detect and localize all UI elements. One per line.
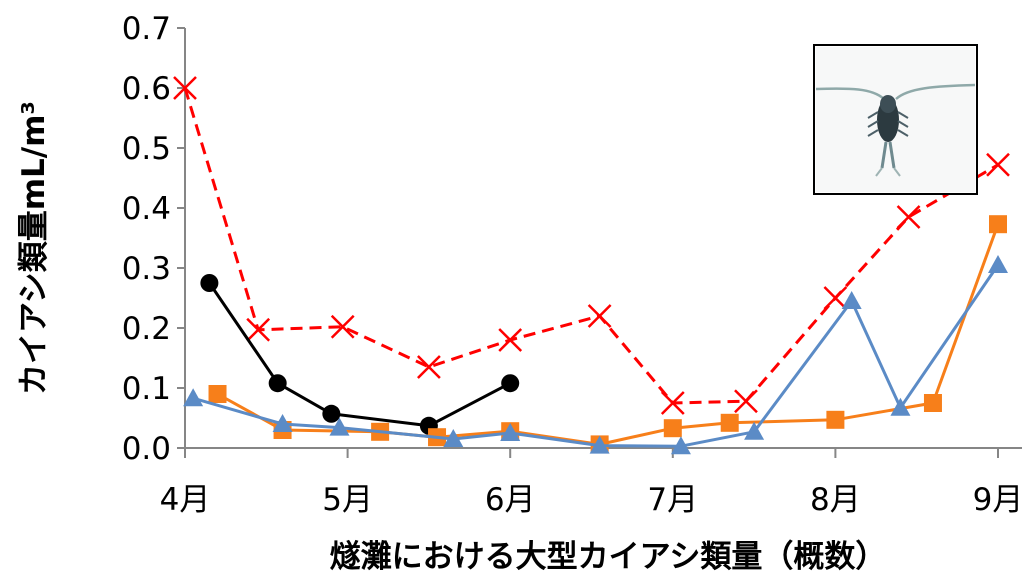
- data-point-x: [498, 328, 523, 352]
- left-antenna: [815, 87, 885, 100]
- x-tick-label: 7月: [647, 482, 698, 518]
- x-tick-label: 6月: [485, 482, 536, 518]
- x-tick-label: 9月: [973, 482, 1024, 518]
- axes: 0.0 0.1 0.2 0.3 0.4 0.5 0.6 0.7 4月 5月 6月 7月 8月 9月: [122, 11, 1024, 518]
- y-tick-label: 0.0: [122, 431, 171, 467]
- copepod-leg: [867, 129, 879, 137]
- series-layer: [173, 76, 1010, 455]
- copepod-head: [880, 95, 896, 113]
- data-point-x: [587, 304, 612, 328]
- data-point-triangle: [744, 421, 765, 440]
- data-point-x: [330, 314, 355, 339]
- copepod-leg: [897, 120, 909, 128]
- data-point-triangle: [670, 436, 691, 455]
- copepod-leg: [897, 129, 909, 137]
- data-point-triangle: [589, 435, 610, 454]
- series-x: [173, 76, 1010, 415]
- series-circle: [200, 274, 520, 435]
- y-axis-title: カイアシ類量mL/m³: [16, 101, 52, 395]
- data-point-x: [246, 317, 271, 342]
- x-axis-title: 燧灘における大型カイアシ類量（概数）: [330, 539, 887, 575]
- x-tick-label: 5月: [322, 482, 373, 518]
- data-point-triangle: [988, 255, 1008, 273]
- series-line: [208, 282, 511, 428]
- data-point-square: [923, 394, 942, 412]
- data-point-triangle: [890, 397, 911, 416]
- data-point-square: [826, 410, 845, 429]
- data-point-x: [986, 152, 1010, 177]
- y-tick-label: 0.4: [122, 191, 171, 227]
- data-point-triangle: [500, 423, 521, 441]
- y-tick-label: 0.6: [122, 71, 171, 107]
- copepod-leg: [867, 120, 879, 128]
- data-point-circle: [501, 374, 520, 393]
- inset-photo: [813, 44, 978, 195]
- copepod-tail: [880, 141, 896, 169]
- data-point-square: [208, 385, 227, 403]
- data-point-square: [720, 413, 739, 432]
- data-point-triangle: [272, 414, 293, 432]
- copepod-furca: [875, 167, 901, 177]
- series-triangle: [183, 255, 1008, 455]
- right-antenna: [895, 83, 976, 100]
- data-point-triangle: [329, 417, 350, 436]
- y-tick-label: 0.2: [122, 311, 171, 347]
- data-point-triangle: [183, 388, 204, 407]
- data-point-x: [823, 286, 848, 310]
- data-point-square: [989, 215, 1007, 234]
- data-point-circle: [268, 374, 287, 393]
- copepod-leg: [897, 111, 909, 119]
- y-tick-label: 0.7: [122, 11, 171, 47]
- data-point-x: [896, 205, 921, 229]
- data-point-x: [417, 355, 441, 379]
- data-point-circle: [200, 274, 219, 292]
- y-tick-label: 0.1: [122, 371, 171, 407]
- data-point-circle: [322, 404, 341, 423]
- copepod-picture: [815, 47, 976, 192]
- data-point-triangle: [443, 429, 464, 447]
- data-point-square: [663, 419, 682, 438]
- data-point-x: [173, 76, 197, 100]
- x-tick-label: 8月: [810, 482, 861, 518]
- x-tick-label: 4月: [160, 482, 211, 518]
- data-point-x: [660, 391, 685, 415]
- y-tick-label: 0.5: [122, 131, 171, 167]
- data-point-triangle: [841, 291, 862, 309]
- data-point-x: [734, 389, 758, 414]
- y-tick-label: 0.3: [122, 251, 171, 287]
- copepod-leg: [867, 111, 879, 119]
- series-line: [192, 264, 1000, 448]
